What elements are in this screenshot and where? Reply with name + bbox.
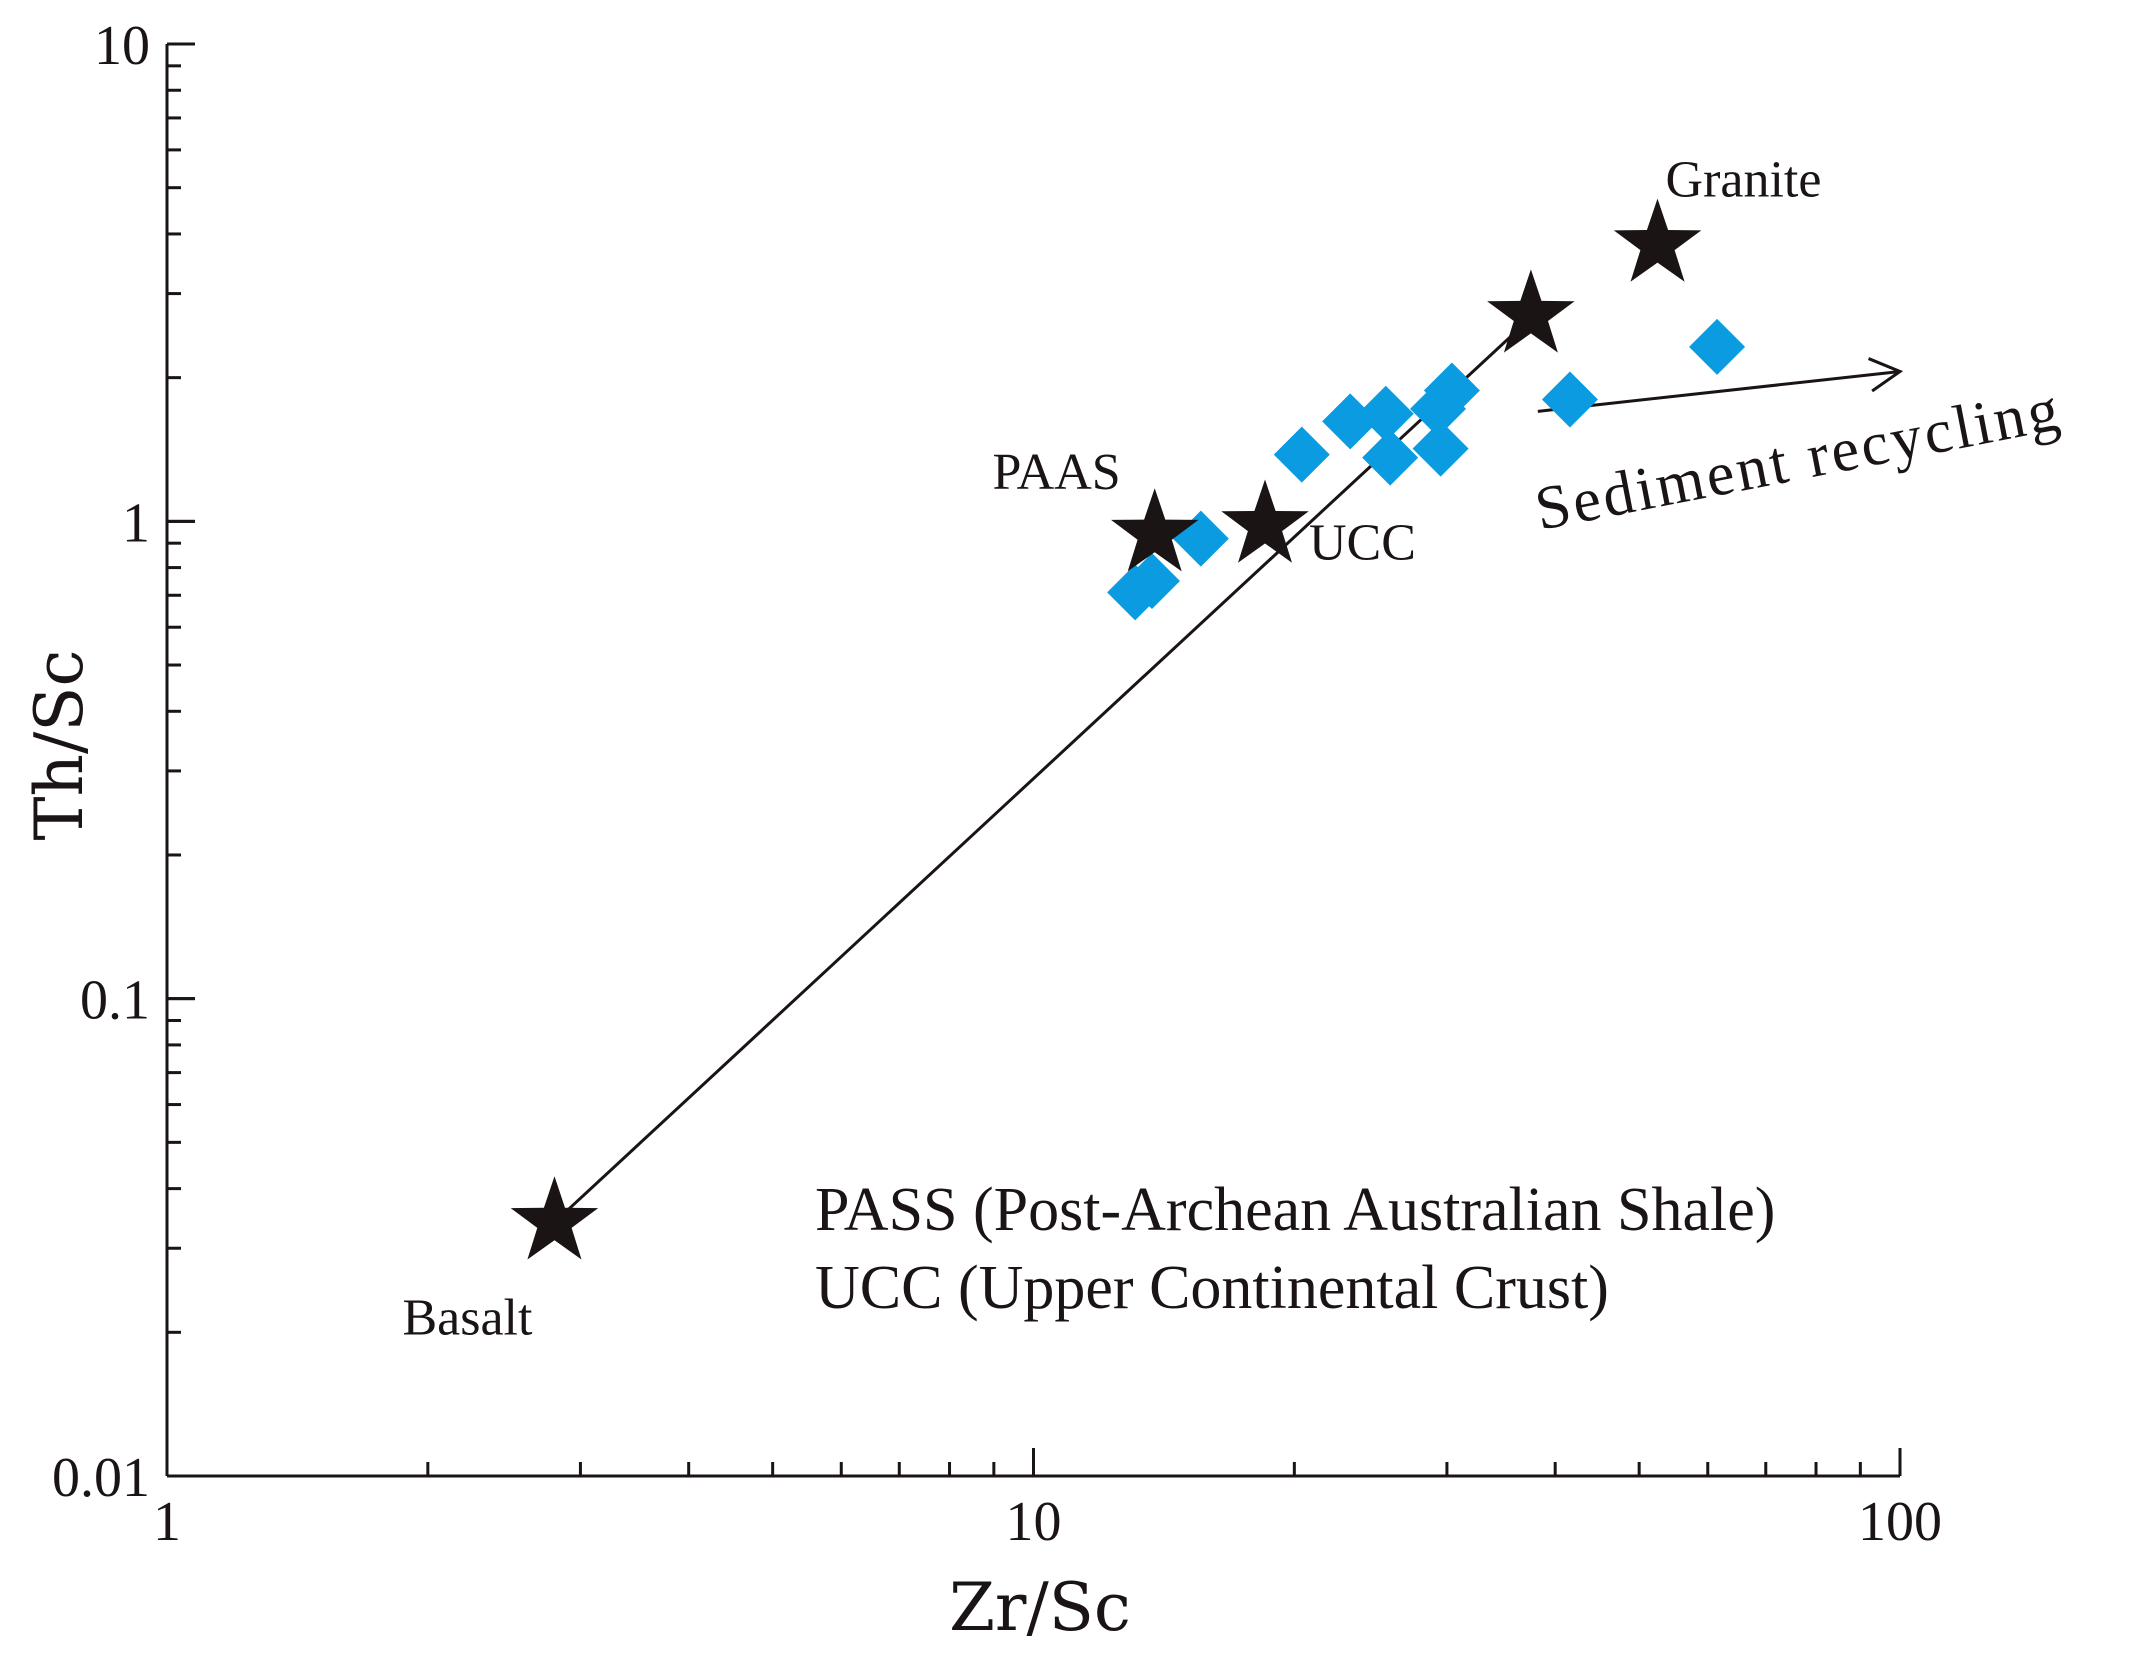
legend-line-paas: PASS (Post-Archean Australian Shale): [815, 1176, 1775, 1244]
reference-label-ucc: UCC: [1309, 515, 1416, 572]
y-tick-label: 1: [122, 492, 150, 554]
sample-point: [1322, 393, 1379, 450]
y-axis-title: Th/Sc: [21, 650, 98, 841]
y-tick-label: 0.1: [80, 970, 150, 1032]
x-axis-title: Zr/Sc: [949, 1569, 1131, 1646]
reference-star-paas: [1111, 488, 1199, 572]
x-axis-ticks: 1 10 100: [153, 1448, 1942, 1553]
sample-point: [1273, 426, 1330, 483]
sample-point: [1412, 420, 1469, 477]
x-tick-label: 100: [1858, 1491, 1942, 1553]
reference-label-paas: PAAS: [993, 444, 1121, 501]
sample-point: [1357, 385, 1414, 442]
y-tick-label: 10: [94, 15, 150, 77]
sediment-recycling-arrow: [1537, 370, 1901, 413]
x-tick-label: 1: [153, 1491, 181, 1553]
legend-line-ucc: UCC (Upper Continental Crust): [815, 1254, 1609, 1322]
sample-point: [1689, 318, 1746, 375]
sample-points: [1107, 318, 1746, 621]
reference-star-basalt: [510, 1176, 599, 1260]
reference-star-ucc: [1221, 479, 1309, 563]
reference-label-granite: Granite: [1666, 152, 1822, 209]
sample-point: [1541, 371, 1598, 428]
reference-points: Basalt PAAS UCC Granite: [402, 152, 1821, 1347]
reference-star: [1487, 269, 1575, 353]
y-axis-ticks: 0.01 0.1 1 10: [52, 15, 195, 1509]
reference-star-granite: [1613, 198, 1702, 282]
trend-lines: [553, 326, 1904, 1224]
sample-point: [1123, 552, 1180, 609]
sediment-recycling-arrowhead: [1867, 357, 1904, 393]
reference-label-basalt: Basalt: [402, 1289, 533, 1346]
sediment-recycling-label: Sediment recycling: [1530, 375, 2068, 544]
mixing-trend-line: [553, 326, 1522, 1224]
x-tick-label: 10: [1006, 1491, 1062, 1553]
sample-point: [1423, 362, 1480, 419]
y-tick-label: 0.01: [52, 1447, 150, 1509]
sample-point: [1362, 429, 1419, 486]
sample-point: [1172, 510, 1229, 567]
